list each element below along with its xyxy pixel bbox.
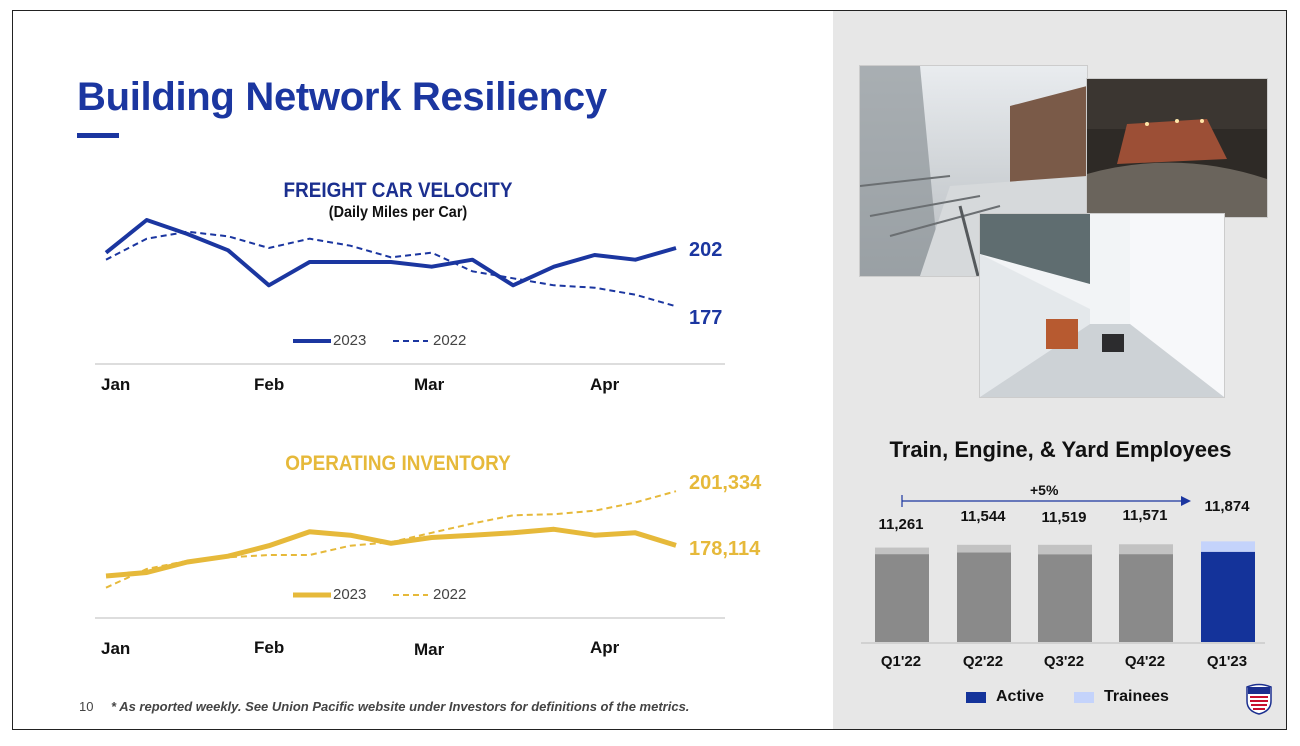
inventory-chart-title: OPERATING INVENTORY <box>285 452 511 475</box>
slide: Building Network Resiliency FREIGHT CAR … <box>12 10 1287 730</box>
velocity-chart <box>95 218 725 619</box>
velocity-2022-end-label: 177 <box>689 307 723 329</box>
inventory-2023-end-label: 178,114 <box>689 538 761 560</box>
inventory-tick-apr: Apr <box>590 638 620 657</box>
bar-active-4 <box>1201 551 1255 642</box>
photo-snow-walls-road <box>979 213 1225 398</box>
velocity-tick-feb: Feb <box>254 375 285 394</box>
inventory-2022-end-label: 201,334 <box>689 472 762 494</box>
legend-active-label: Active <box>996 688 1045 705</box>
inventory-tick-mar: Mar <box>414 640 445 659</box>
footnote: * As reported weekly. See Union Pacific … <box>111 699 690 714</box>
velocity-2022-line <box>105 230 677 308</box>
velocity-chart-title: FREIGHT CAR VELOCITY <box>283 179 513 202</box>
inventory-legend-2023: 2023 <box>333 586 367 603</box>
bar-active-2 <box>1038 554 1092 642</box>
total-label-q3-22: 11,519 <box>1041 509 1087 526</box>
inventory-2023-line <box>105 526 677 579</box>
growth-arrow-head <box>1181 496 1191 506</box>
union-pacific-shield-logo <box>1246 683 1272 715</box>
total-label-q1-23: 11,874 <box>1204 498 1250 515</box>
bar-active-1 <box>957 552 1011 642</box>
page-number: 10 <box>79 699 94 714</box>
employees-chart-title: Train, Engine, & Yard Employees <box>889 437 1232 462</box>
inventory-legend-2022: 2022 <box>433 586 467 603</box>
category-q4-22: Q4'22 <box>1124 653 1166 670</box>
velocity-legend-2022: 2022 <box>433 332 467 349</box>
category-q2-22: Q2'22 <box>962 653 1004 670</box>
inventory-2022-line <box>105 490 677 589</box>
title-underline <box>77 133 119 138</box>
total-label-q1-22: 11,261 <box>878 516 924 533</box>
category-q3-22: Q3'22 <box>1043 653 1085 670</box>
bar-trainees-4 <box>1201 541 1255 552</box>
legend-trainees: Trainees <box>1074 688 1169 706</box>
legend-trainees-swatch <box>1074 691 1094 703</box>
total-label-q4-22: 11,571 <box>1122 507 1168 524</box>
employees-chart <box>861 495 1265 644</box>
category-q1-23: Q1'23 <box>1206 653 1248 670</box>
velocity-2023-line <box>104 218 677 288</box>
growth-label: +5% <box>1030 482 1059 498</box>
inventory-tick-feb: Feb <box>254 638 285 657</box>
legend-trainees-label: Trainees <box>1104 688 1169 705</box>
velocity-2023-end-label: 202 <box>689 239 723 261</box>
category-q1-22: Q1'22 <box>880 653 922 670</box>
bar-trainees-2 <box>1038 544 1092 555</box>
bar-active-0 <box>875 554 929 642</box>
legend-active-swatch <box>966 691 986 703</box>
inventory-tick-jan: Jan <box>101 639 131 658</box>
velocity-tick-jan: Jan <box>101 375 131 394</box>
legend-active: Active <box>966 688 1044 706</box>
bar-active-3 <box>1119 554 1173 642</box>
velocity-chart-subtitle: (Daily Miles per Car) <box>328 204 468 221</box>
velocity-tick-apr: Apr <box>590 375 620 394</box>
bar-trainees-1 <box>957 544 1011 553</box>
page-title: Building Network Resiliency <box>77 75 607 119</box>
total-label-q2-22: 11,544 <box>960 508 1006 525</box>
photo-night-snow-plow <box>1086 78 1268 218</box>
bar-trainees-3 <box>1119 544 1173 555</box>
velocity-legend-2023: 2023 <box>333 332 367 349</box>
bar-trainees-0 <box>875 547 929 555</box>
velocity-tick-mar: Mar <box>414 375 445 394</box>
